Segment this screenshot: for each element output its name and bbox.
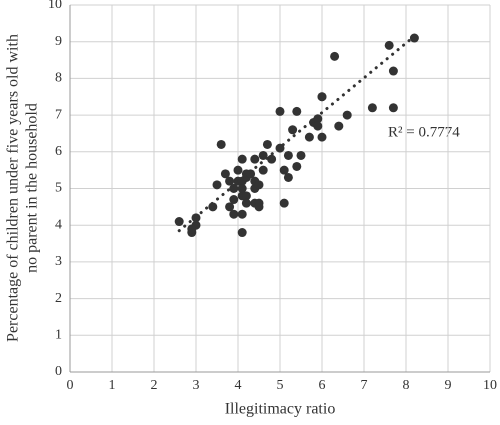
x-tick-label: 0 [67, 378, 74, 393]
point [237, 184, 247, 193]
x-tick-label: 1 [109, 378, 116, 393]
point [246, 169, 256, 179]
y-tick-label: 7 [55, 107, 62, 122]
point [250, 154, 260, 164]
point [229, 195, 239, 205]
point [292, 106, 302, 116]
y-axis-label: Percentage of children under five years … [5, 34, 22, 342]
point [283, 172, 293, 182]
x-tick-label: 7 [361, 378, 368, 393]
x-tick-label: 8 [403, 378, 410, 393]
point [267, 154, 277, 164]
point [254, 202, 264, 212]
point [254, 180, 264, 190]
point [275, 106, 285, 116]
point [317, 92, 327, 102]
point [342, 110, 352, 120]
x-tick-label: 5 [277, 378, 284, 393]
y-tick-label: 0 [55, 364, 62, 379]
trendline [177, 34, 416, 233]
x-tick-label: 3 [193, 378, 200, 393]
point [212, 180, 222, 190]
point [283, 150, 293, 160]
y-axis-label: no parent in the household [24, 103, 41, 273]
y-tick-label: 10 [48, 0, 62, 12]
point [384, 40, 394, 50]
point [262, 139, 272, 149]
x-tick-label: 2 [151, 378, 158, 393]
point [241, 198, 251, 208]
point [367, 103, 377, 113]
y-tick-label: 5 [55, 181, 62, 196]
y-tick-label: 6 [55, 144, 62, 159]
point [334, 121, 344, 131]
point [317, 132, 327, 142]
point [229, 184, 239, 193]
point [187, 224, 197, 234]
y-tick-label: 2 [55, 291, 62, 306]
y-tick-label: 9 [55, 34, 62, 49]
y-tick-label: 3 [55, 254, 62, 269]
point [174, 217, 184, 227]
point [288, 125, 298, 135]
point [237, 228, 247, 238]
point [233, 165, 243, 175]
point [279, 198, 289, 208]
point [241, 191, 251, 201]
point [258, 165, 268, 175]
point [220, 169, 230, 179]
point [388, 66, 398, 76]
point [330, 51, 340, 61]
point [296, 150, 306, 160]
point [237, 154, 247, 164]
x-tick-label: 4 [235, 378, 242, 393]
point [409, 33, 419, 43]
point [304, 132, 314, 142]
y-tick-label: 4 [55, 217, 62, 232]
point [237, 209, 247, 219]
y-tick-label: 1 [55, 328, 62, 343]
point [279, 165, 289, 175]
point [225, 202, 235, 212]
x-tick-label: 9 [445, 378, 452, 393]
x-tick-label: 6 [319, 378, 326, 393]
point [313, 121, 323, 131]
point [216, 139, 226, 149]
point [292, 161, 302, 171]
point [225, 176, 235, 186]
point [388, 103, 398, 113]
point [229, 209, 239, 219]
annotation: R² = 0.7774 [388, 124, 460, 140]
y-tick-label: 8 [55, 71, 62, 86]
x-axis-label: Illegitimacy ratio [225, 401, 336, 418]
x-tick-label: 10 [483, 378, 497, 393]
point [208, 202, 218, 212]
